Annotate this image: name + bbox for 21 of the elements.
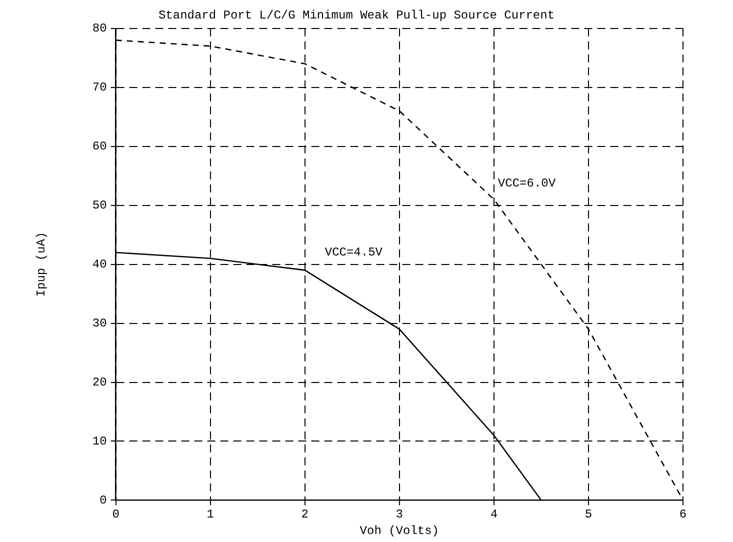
x-tick-label: 4 [490, 508, 498, 522]
x-tick-label: 1 [206, 508, 214, 522]
y-tick-label: 0 [100, 493, 107, 508]
x-tick-label: 3 [396, 508, 404, 522]
x-tick-label: 0 [112, 508, 120, 522]
x-tick-label: 5 [584, 508, 592, 522]
y-axis-title: Ipup (uA) [34, 232, 48, 297]
x-tick-label: 2 [301, 508, 308, 522]
series-label: VCC=4.5V [324, 245, 384, 260]
x-axis-title: Voh (Volts) [360, 524, 440, 538]
y-tick-label: 80 [92, 22, 107, 36]
y-tick-label: 10 [92, 434, 107, 448]
x-tick-label: 6 [679, 508, 687, 522]
y-tick-label: 30 [92, 316, 107, 330]
series-label: VCC=6.0V [498, 176, 556, 191]
y-tick-label: 40 [92, 257, 107, 272]
y-tick-label: 20 [92, 375, 107, 390]
y-tick-label: 50 [92, 198, 107, 212]
y-tick-label: 60 [92, 140, 107, 154]
chart-title: Standard Port L/C/G Minimum Weak Pull-up Source Current [158, 8, 555, 22]
y-tick-label: 70 [92, 80, 107, 95]
